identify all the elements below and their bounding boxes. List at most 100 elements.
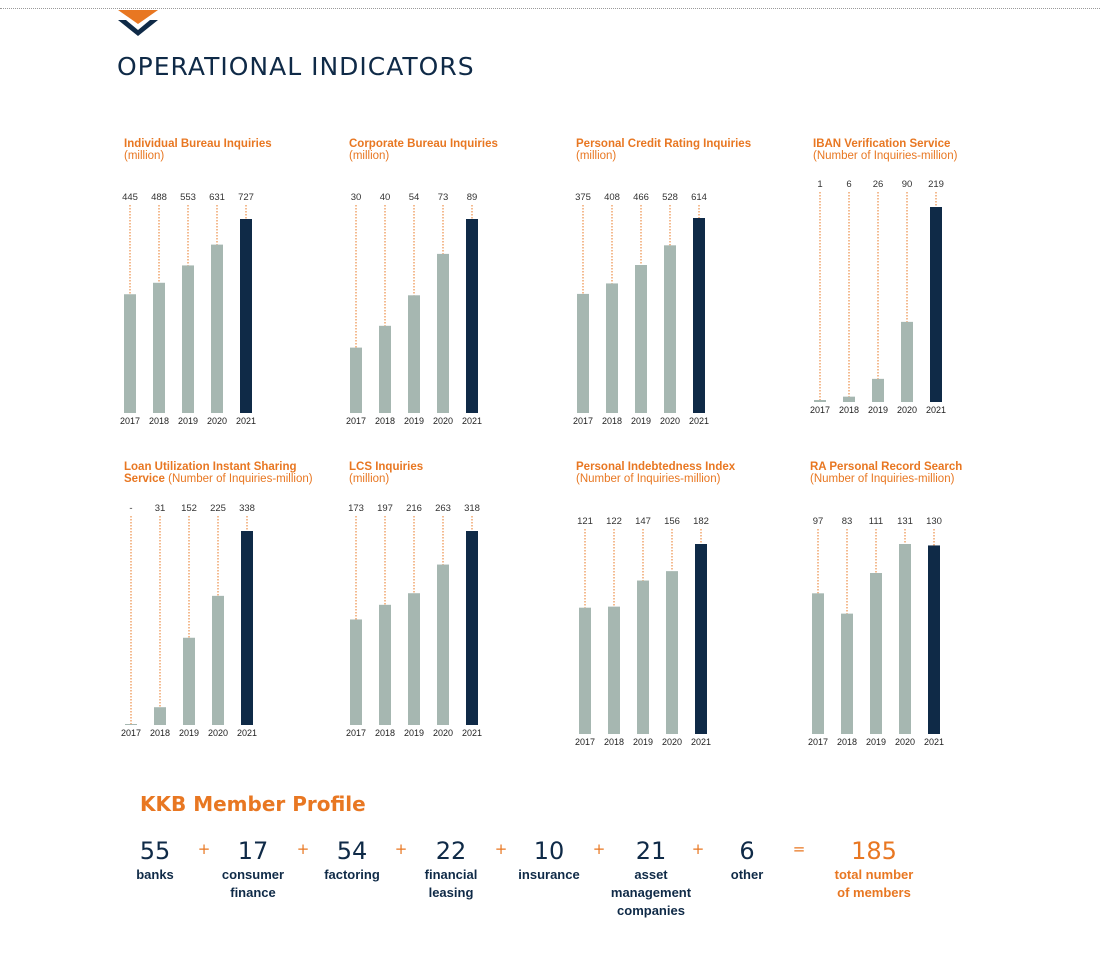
member-stat-factoring: 54 factoring xyxy=(297,836,407,884)
tick-label: 2017 xyxy=(346,416,366,426)
tick-label: 2021 xyxy=(926,405,946,415)
value-label: 1 xyxy=(817,179,822,190)
stat-label: banks xyxy=(136,867,174,882)
value-label: 97 xyxy=(813,516,824,527)
bar-chart: 30 2017 40 2018 54 2019 73 2020 89 2021 xyxy=(346,192,482,426)
value-label: 156 xyxy=(664,516,680,527)
chart-personal-indebtedness-index: Personal Indebtedness Index (Number of I… xyxy=(575,461,756,761)
chart-subtitle: (Number of Inquiries-million) xyxy=(168,473,313,485)
bar-2021 xyxy=(928,545,940,734)
value-label: 263 xyxy=(435,503,451,514)
tick-label: 2021 xyxy=(462,416,482,426)
plus-sign: + xyxy=(394,840,408,858)
value-label: 466 xyxy=(633,192,649,203)
tick-label: 2018 xyxy=(602,416,622,426)
chart-subtitle: (million) xyxy=(349,473,390,485)
bar-2019 xyxy=(637,580,649,734)
chart-personal-credit-rating-inquiries: Personal Credit Rating Inquiries (millio… xyxy=(573,138,756,438)
chart-title-text: Personal Credit Rating Inquiries xyxy=(576,138,752,150)
tick-label: 2018 xyxy=(149,416,169,426)
chart-subtitle: (million) xyxy=(349,150,390,162)
bar-2019 xyxy=(182,265,194,413)
chart-title: LCS Inquiries (million) xyxy=(349,461,619,485)
bar-2021 xyxy=(693,218,705,413)
chart-title-text: RA Personal Record Search xyxy=(810,461,963,473)
tick-label: 2017 xyxy=(808,737,828,747)
tick-label: 2019 xyxy=(866,737,886,747)
value-label: 31 xyxy=(155,503,166,514)
chart-iban-verification-service: IBAN Verification Service (Number of Inq… xyxy=(810,138,993,438)
chart-lcs-inquiries: LCS Inquiries (million) 173 2017 197 2018 21… xyxy=(346,461,529,761)
chevron-down-icon xyxy=(118,10,158,36)
page-title: OPERATIONAL INDICATORS xyxy=(117,52,475,81)
bar-2020 xyxy=(901,321,913,402)
value-label: 488 xyxy=(151,192,167,203)
bar-2020 xyxy=(437,253,449,413)
value-label: 6 xyxy=(846,179,851,190)
bar-2017 xyxy=(350,347,362,413)
bar-2020 xyxy=(666,571,678,734)
bar-chart: 375 2017 408 2018 466 2019 528 2020 614 2021 xyxy=(573,192,709,426)
plus-sign: + xyxy=(592,840,606,858)
stat-value: 55 xyxy=(139,837,171,865)
tick-label: 2017 xyxy=(346,728,366,738)
value-label: 219 xyxy=(928,179,944,190)
tick-label: 2019 xyxy=(404,416,424,426)
tick-label: 2019 xyxy=(179,728,199,738)
bar-2019 xyxy=(870,573,882,734)
tick-label: 2018 xyxy=(837,737,857,747)
value-label: 614 xyxy=(691,192,707,203)
tick-label: 2021 xyxy=(689,416,709,426)
chart-title: Individual Bureau Inquiries (million) xyxy=(124,138,394,162)
stat-label: financial leasing xyxy=(424,867,478,900)
chart-subtitle: (Number of Inquiries-million) xyxy=(813,150,958,162)
bar-2018 xyxy=(843,396,855,402)
tick-label: 2017 xyxy=(120,416,140,426)
bar-2018 xyxy=(606,283,618,413)
value-label: 173 xyxy=(348,503,364,514)
value-label: 225 xyxy=(210,503,226,514)
stat-label: asset management companies xyxy=(610,867,692,918)
bar-2021 xyxy=(241,531,253,725)
bar-2019 xyxy=(408,593,420,725)
bar-chart: 1 2017 6 2018 26 2019 90 2020 219 2021 xyxy=(810,179,946,415)
chart-subtitle: (Number of Inquiries-million) xyxy=(576,473,721,485)
value-label: 30 xyxy=(351,192,362,203)
tick-label: 2021 xyxy=(691,737,711,747)
stat-value: 17 xyxy=(237,837,269,865)
stat-value: 185 xyxy=(851,837,897,865)
plus-sign: + xyxy=(691,840,705,858)
bar-2019 xyxy=(183,637,195,725)
bar-2017 xyxy=(124,294,136,413)
tick-label: 2020 xyxy=(433,728,453,738)
stat-label: other xyxy=(730,867,764,882)
value-label: 197 xyxy=(377,503,393,514)
bar-2021 xyxy=(695,544,707,734)
bar-2020 xyxy=(899,544,911,734)
chart-title-text: LCS Inquiries xyxy=(349,461,424,473)
tick-label: 2018 xyxy=(604,737,624,747)
tick-label: 2018 xyxy=(375,728,395,738)
bar-chart: 445 2017 488 2018 553 2019 631 2020 727 2021 xyxy=(120,192,256,426)
tick-label: 2021 xyxy=(462,728,482,738)
member-stat-asset-management: 21 asset management companies xyxy=(596,836,706,920)
bar-2021 xyxy=(466,219,478,413)
value-label: 83 xyxy=(842,516,853,527)
value-label: 40 xyxy=(380,192,391,203)
chart-title: Corporate Bureau Inquiries (million) xyxy=(349,138,619,162)
value-label: 130 xyxy=(926,516,942,527)
chart-corporate-bureau-inquiries: Corporate Bureau Inquiries (million) 30 2… xyxy=(346,138,529,438)
bar-2018 xyxy=(608,606,620,734)
chart-subtitle: (Number of Inquiries-million) xyxy=(810,473,955,485)
bar-chart: 97 2017 83 2018 111 2019 131 2020 130 2021 xyxy=(808,516,944,747)
value-label: 122 xyxy=(606,516,622,527)
tick-label: 2020 xyxy=(208,728,228,738)
bar-chart: 121 2017 122 2018 147 2019 156 2020 182 2021 xyxy=(575,516,711,747)
bar-chart: - 2017 31 2018 152 2019 225 2020 338 2021 xyxy=(121,503,257,738)
bar-2021 xyxy=(930,207,942,402)
stat-label: insurance xyxy=(518,867,580,882)
tick-label: 2017 xyxy=(573,416,593,426)
stat-value: 21 xyxy=(635,837,667,865)
bar-2020 xyxy=(437,564,449,725)
value-label: 375 xyxy=(575,192,591,203)
